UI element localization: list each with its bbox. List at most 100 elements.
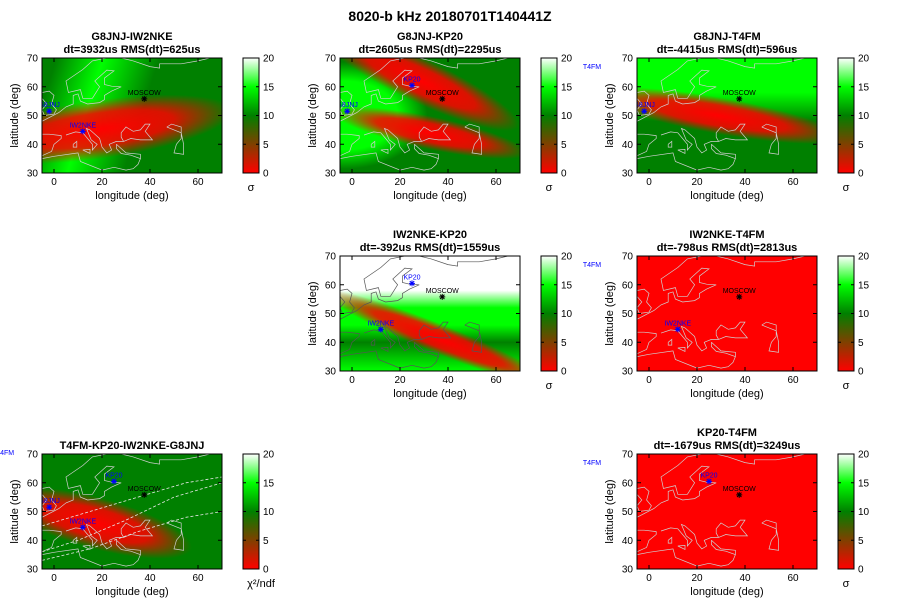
- station-marker: KP20: [700, 472, 718, 485]
- station-marker: IW2NKE: [69, 122, 97, 135]
- coastline: [414, 342, 439, 358]
- station-label: MOSCOW: [128, 486, 161, 493]
- station-label: KP20: [403, 274, 420, 281]
- offmap-station-label: T4FM: [0, 450, 14, 457]
- y-axis-label: latitude (deg): [9, 83, 21, 147]
- colorbar-tick-label: 0: [263, 169, 269, 180]
- y-tick-label: 50: [622, 309, 634, 320]
- x-tick-label: 20: [691, 177, 703, 188]
- coastline: [370, 140, 376, 148]
- coastline: [42, 548, 141, 567]
- coastline: [711, 342, 736, 358]
- x-tick-label: 0: [349, 177, 355, 188]
- station-star-icon: [439, 95, 446, 102]
- offmap-station-label: T4FM: [583, 64, 601, 71]
- plot-area: IW2NKE MOSCOW: [637, 256, 817, 371]
- panel-subtitle: dt=-4415us RMS(dt)=596us: [657, 44, 798, 56]
- coastline: [637, 350, 736, 369]
- coastline: [340, 288, 355, 314]
- panel-title: KP20-T4FM: [697, 427, 757, 439]
- coastline: [340, 90, 355, 116]
- x-tick-label: 0: [51, 177, 57, 188]
- station-star-icon: [409, 280, 415, 287]
- colorbar-tick-label: 5: [263, 140, 269, 151]
- coastline: [637, 152, 736, 171]
- panel-title: G8JNJ-KP20: [397, 31, 463, 43]
- x-tick-label: 60: [490, 375, 502, 386]
- offmap-station-label: T4FM: [583, 262, 601, 269]
- coastline: [637, 58, 717, 122]
- y-tick-label: 40: [27, 140, 39, 151]
- colorbar-tick-label: 15: [858, 280, 870, 291]
- y-tick-label: 30: [27, 565, 39, 576]
- panel-title: IW2NKE-KP20: [393, 229, 467, 241]
- y-tick-label: 70: [325, 54, 337, 65]
- contour-line: [42, 511, 222, 561]
- coastline: [42, 58, 122, 122]
- coastline: [65, 123, 154, 154]
- y-tick-label: 50: [27, 111, 39, 122]
- station-label: IW2NKE: [69, 122, 96, 129]
- colorbar-tick-label: 0: [858, 565, 864, 576]
- x-tick-label: 60: [787, 375, 799, 386]
- colorbar-tick-label: 0: [858, 367, 864, 378]
- coastline: [42, 152, 141, 171]
- station-marker: MOSCOW: [426, 90, 459, 102]
- coastline: [121, 454, 211, 465]
- station-star-icon: [439, 293, 446, 300]
- x-tick-label: 20: [96, 177, 108, 188]
- colorbar-tick-label: 20: [858, 54, 870, 65]
- x-axis-label: longitude (deg): [95, 190, 168, 202]
- station-marker: IW2NKE: [367, 320, 395, 333]
- y-tick-label: 50: [622, 507, 634, 518]
- coastline: [660, 321, 749, 352]
- minimum-band: [340, 58, 520, 131]
- station-star-icon: [736, 491, 743, 498]
- coastline: [761, 321, 779, 353]
- colorbar-tick-label: 20: [561, 54, 573, 65]
- colorbar-tick-label: 15: [858, 82, 870, 93]
- coastline: [116, 144, 141, 160]
- panel-title: G8JNJ-T4FM: [693, 31, 760, 43]
- coastline: [121, 58, 211, 69]
- colorbar-tick-label: 15: [858, 478, 870, 489]
- y-tick-label: 30: [325, 367, 337, 378]
- minimum-band: [340, 106, 520, 159]
- colorbar-tick-label: 5: [858, 140, 864, 151]
- station-star-icon: [377, 326, 384, 333]
- station-star-icon: [79, 524, 86, 531]
- colorbar-tick-label: 20: [263, 54, 275, 65]
- y-tick-label: 30: [325, 169, 337, 180]
- y-axis-label: latitude (deg): [307, 83, 319, 147]
- x-tick-label: 0: [646, 375, 652, 386]
- coastline: [667, 338, 673, 346]
- colorbar-tick-label: 15: [561, 82, 573, 93]
- y-tick-label: 70: [325, 252, 337, 263]
- plot-area: G8JNJ KP20 MOSCOW: [340, 58, 520, 173]
- station-label: G8JNJ: [38, 498, 59, 505]
- coastline: [464, 321, 482, 353]
- x-tick-label: 20: [96, 573, 108, 584]
- station-marker: MOSCOW: [426, 288, 459, 300]
- station-label: MOSCOW: [128, 90, 161, 97]
- y-tick-label: 40: [325, 338, 337, 349]
- panel-title: T4FM-KP20-IW2NKE-G8JNJ: [60, 440, 205, 452]
- y-tick-label: 60: [27, 478, 39, 489]
- colorbar-tick-label: 10: [858, 507, 870, 518]
- colorbar-tick-label: 10: [561, 309, 573, 320]
- station-label: IW2NKE: [367, 320, 394, 327]
- y-tick-label: 70: [622, 252, 634, 263]
- coastline: [660, 123, 749, 154]
- coastline: [761, 123, 779, 155]
- station-star-icon: [46, 504, 53, 511]
- plot-area: G8JNJ MOSCOW: [637, 58, 817, 173]
- y-tick-label: 70: [622, 450, 634, 461]
- plot-area: G8JNJ IW2NKE MOSCOW: [42, 58, 222, 173]
- colorbar-tick-label: 0: [263, 565, 269, 576]
- station-label: IW2NKE: [664, 320, 691, 327]
- panel-title: G8JNJ-IW2NKE: [91, 31, 172, 43]
- y-tick-label: 60: [27, 82, 39, 93]
- station-star-icon: [736, 95, 743, 102]
- y-axis-label: latitude (deg): [604, 281, 616, 345]
